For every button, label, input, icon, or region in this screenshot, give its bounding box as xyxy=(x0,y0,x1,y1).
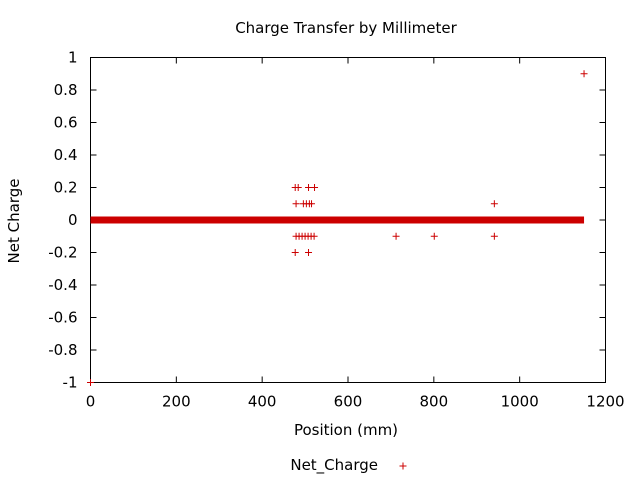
x-tick-label: 0 xyxy=(86,393,96,411)
series-net-charge xyxy=(87,70,588,386)
data-point xyxy=(305,249,313,256)
legend-marker xyxy=(399,462,407,470)
data-point xyxy=(294,184,302,191)
x-tick-label: 800 xyxy=(420,393,449,411)
x-tick-label: 1000 xyxy=(501,393,539,411)
data-point xyxy=(430,232,438,240)
data-point xyxy=(305,184,313,191)
x-tick-label: 200 xyxy=(162,393,191,411)
y-tick-label: 0.6 xyxy=(54,114,78,132)
y-tick-label: -0.4 xyxy=(48,276,77,294)
y-tick-label: 1 xyxy=(68,49,78,67)
x-tick-label: 1200 xyxy=(586,393,624,411)
data-point xyxy=(87,379,94,386)
legend: Net_Charge xyxy=(290,456,407,475)
legend-plus-icon xyxy=(399,462,407,470)
y-tick-label: 0 xyxy=(68,211,78,229)
y-tick-label: 0.2 xyxy=(54,179,78,197)
data-point xyxy=(580,70,588,78)
y-tick-label: -0.2 xyxy=(48,244,77,262)
data-point xyxy=(292,200,300,208)
y-axis-label: Net Charge xyxy=(5,179,23,264)
x-tick-label: 400 xyxy=(248,393,277,411)
x-axis-label: Position (mm) xyxy=(294,421,398,439)
data-point xyxy=(308,200,316,208)
data-point xyxy=(311,184,319,191)
chart-title: Charge Transfer by Millimeter xyxy=(235,19,457,37)
data-point xyxy=(310,232,318,240)
y-tick-label: 0.8 xyxy=(54,81,78,99)
y-tick-label: -0.6 xyxy=(48,309,77,327)
y-tick-label: 0.4 xyxy=(54,146,78,164)
legend-label: Net_Charge xyxy=(290,456,378,475)
data-point xyxy=(291,249,299,256)
x-tick-label: 600 xyxy=(334,393,363,411)
y-tick-label: -1 xyxy=(63,374,78,392)
x-axis: 0 200 400 600 800 1000 1200 xyxy=(86,57,625,411)
y-axis: 1 0.8 0.6 0.4 0.2 0 -0.2 -0.4 -0.6 -0.8 -1 xyxy=(48,49,606,392)
data-point xyxy=(490,232,498,240)
y-tick-label: -0.8 xyxy=(48,341,77,359)
data-point xyxy=(490,200,498,208)
data-point xyxy=(392,232,400,240)
